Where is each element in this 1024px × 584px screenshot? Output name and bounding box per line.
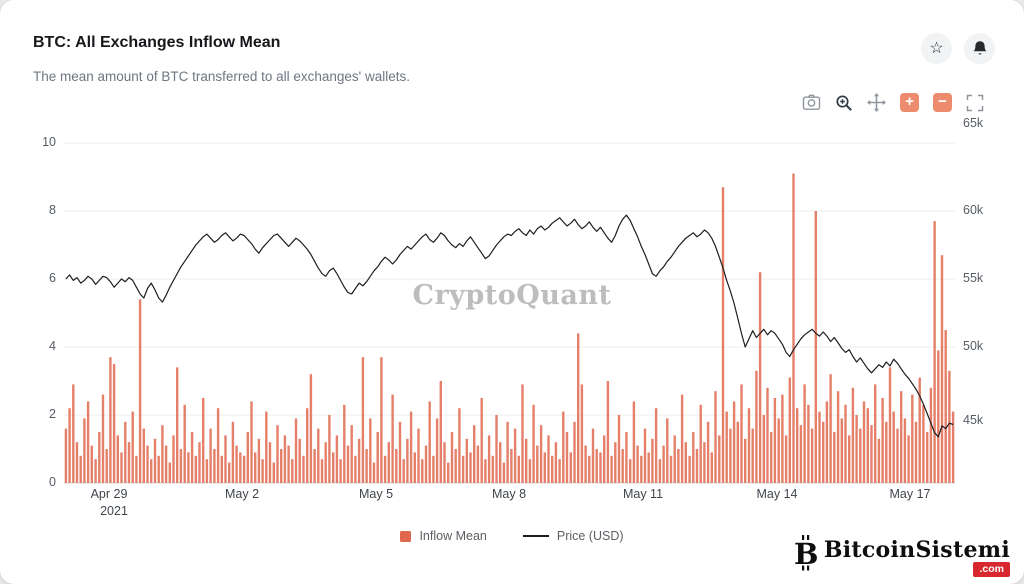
legend-item-price-usd[interactable]: Price (USD) (522, 529, 624, 543)
zoom-out-button[interactable]: − (933, 93, 952, 112)
y-axis-left-tick: 0 (49, 475, 56, 489)
legend-label: Price (USD) (556, 529, 624, 543)
zoom-in-button[interactable]: + (900, 93, 919, 112)
x-axis-year: 2021 (100, 504, 128, 518)
reset-scale-button[interactable] (966, 94, 984, 112)
expand-icon (966, 94, 984, 111)
x-axis-tick: May 2 (224, 487, 260, 501)
cryptoquant-watermark: CryptoQuant (412, 280, 612, 311)
plus-icon: + (900, 93, 919, 112)
star-icon: ☆ (929, 39, 944, 57)
legend-item-inflow-mean[interactable]: Inflow Mean (400, 529, 487, 543)
svg-text:B: B (794, 537, 819, 571)
camera-icon (802, 94, 821, 110)
chart-legend: Inflow Mean Price (USD) (0, 529, 1024, 543)
brand-name: BitcoinSistemi (823, 537, 1010, 563)
header-actions: ☆ (921, 33, 995, 64)
brand-tld-badge: .com (973, 562, 1010, 577)
page-title: BTC: All Exchanges Inflow Mean (33, 34, 281, 51)
page-subtitle: The mean amount of BTC transferred to al… (33, 69, 411, 84)
y-axis-left-tick: 2 (49, 407, 56, 421)
zoom-button[interactable] (835, 94, 853, 112)
minus-icon: − (933, 93, 952, 112)
y-axis-right-tick: 60k (963, 203, 984, 217)
chart-toolbar: + − (802, 93, 984, 112)
bar-swatch-icon (400, 530, 412, 542)
pan-button[interactable] (867, 93, 886, 112)
move-icon (867, 93, 886, 112)
notification-button[interactable] (964, 33, 995, 64)
x-axis-tick: May 5 (358, 487, 394, 501)
legend-label: Inflow Mean (419, 529, 487, 543)
x-axis-tick: May 17 (889, 487, 931, 501)
x-axis-tick: May 14 (756, 487, 798, 501)
y-axis-right-tick: 45k (963, 413, 984, 427)
bell-icon (973, 41, 986, 55)
favorite-button[interactable]: ☆ (921, 33, 952, 64)
bitcoin-icon: B (794, 535, 819, 571)
y-axis-right-tick: 55k (963, 271, 984, 285)
y-axis-right-tick: 65k (963, 116, 984, 130)
brand-text: BitcoinSistemi .com (823, 537, 1010, 577)
x-axis-tick: May 11 (622, 487, 664, 501)
y-axis-left-tick: 4 (49, 339, 56, 353)
snapshot-button[interactable] (802, 94, 821, 111)
bitcoinsistemi-logo: B BitcoinSistemi .com (790, 534, 1010, 577)
x-axis-tick: May 8 (491, 487, 527, 501)
x-axis-tick: Apr 29 (90, 487, 128, 501)
line-swatch-icon (522, 535, 549, 537)
y-axis-left-tick: 10 (42, 135, 56, 149)
y-axis-left-tick: 8 (49, 203, 56, 217)
y-axis-right-tick: 50k (963, 339, 984, 353)
y-axis-left-tick: 6 (49, 271, 56, 285)
magnifier-plus-icon (836, 94, 852, 111)
